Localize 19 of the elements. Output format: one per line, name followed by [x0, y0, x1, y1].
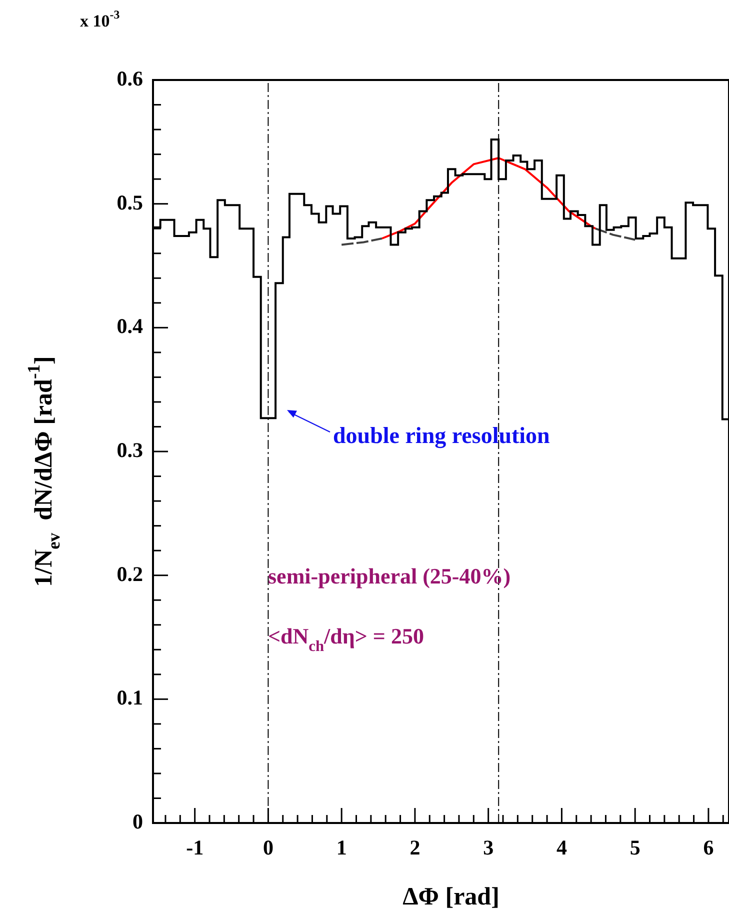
- y-tick-label: 0.4: [116, 314, 144, 338]
- annotation: semi-peripheral (25-40%): [268, 564, 511, 589]
- x-tick-label: 6: [703, 835, 714, 860]
- x-tick-label: 5: [630, 835, 640, 860]
- x-tick-label: 4: [556, 835, 568, 860]
- y-tick-label: 0.3: [116, 438, 143, 462]
- annotation: double ring resolution: [333, 422, 550, 449]
- x-axis-title: ΔΦ [rad]: [402, 883, 500, 910]
- y-tick-label: 0: [132, 809, 143, 834]
- x-tick-label: 3: [483, 835, 494, 860]
- y-tick-label: 0.2: [116, 562, 143, 586]
- x-tick-label: 1: [336, 835, 347, 860]
- x-tick-label: -1: [186, 835, 204, 860]
- x-tick-label: 2: [410, 835, 420, 860]
- y-tick-label: 0.1: [116, 686, 143, 710]
- x-tick-label: 0: [262, 835, 274, 860]
- y-tick-label: 0.6: [116, 66, 143, 90]
- y-axis-title: 1/Nev dN/dΔΦ [rad-1]: [24, 356, 64, 587]
- y-tick-label: 0.5: [116, 190, 143, 214]
